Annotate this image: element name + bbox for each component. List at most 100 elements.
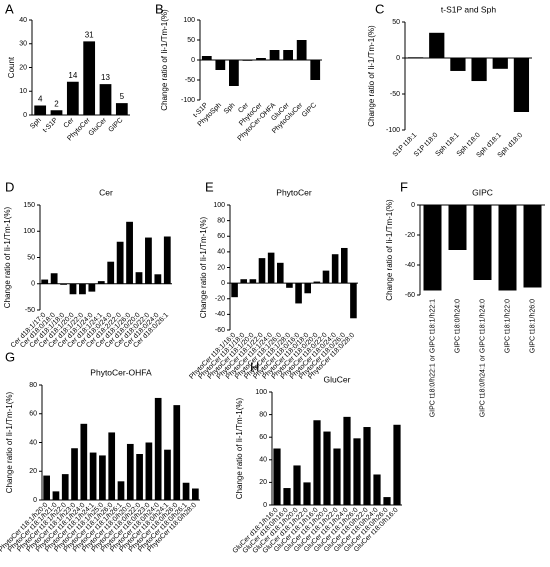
bar — [99, 84, 112, 115]
bar — [353, 438, 361, 505]
bar — [283, 488, 291, 505]
bar — [383, 497, 391, 505]
bar — [492, 58, 508, 69]
y-tick-label: -60 — [215, 327, 225, 334]
bar — [79, 283, 86, 295]
y-tick-label: 20 — [217, 264, 225, 271]
y-tick-label: -100 — [386, 127, 400, 134]
bar — [71, 448, 78, 500]
y-tick-label: 40 — [259, 457, 267, 464]
chart-title: PhytoCer — [276, 187, 312, 197]
bar — [97, 281, 105, 284]
y-tick-label: 10 — [19, 88, 27, 95]
bar — [116, 241, 124, 284]
y-tick-label: 150 — [23, 202, 35, 209]
y-tick-label: 0 — [396, 55, 400, 62]
bar — [373, 474, 381, 505]
x-tick-label: GIPC — [107, 117, 124, 134]
bar — [429, 32, 445, 58]
y-tick-label: 0 — [263, 502, 267, 509]
data-label: 31 — [85, 30, 94, 39]
x-tick-label: Cer — [63, 116, 76, 129]
x-tick-label: t-S1P — [42, 117, 60, 135]
y-tick-label: 50 — [27, 254, 35, 261]
bar — [249, 279, 257, 284]
bar — [471, 58, 487, 82]
bar — [267, 252, 275, 284]
bar — [69, 283, 77, 295]
y-tick-label: 100 — [213, 202, 225, 209]
bar — [313, 420, 321, 505]
bar — [43, 475, 50, 500]
bar — [135, 272, 143, 284]
bar — [363, 427, 371, 505]
panel-letter: B — [155, 1, 164, 16]
y-tick-label: 40 — [217, 249, 225, 256]
bar — [182, 482, 190, 500]
bar — [407, 57, 424, 58]
bar — [293, 465, 301, 505]
x-tick-label: GIPC t18:1/h26:0 — [529, 299, 536, 353]
bar — [283, 50, 293, 60]
bar — [154, 274, 162, 284]
bar — [89, 452, 97, 500]
bar — [154, 397, 162, 500]
y-axis-label: Change ratio of Ii-1/Tm-1(%) — [235, 397, 244, 499]
y-tick-label: -20 — [405, 232, 415, 239]
x-tick-label: Sph — [223, 102, 237, 116]
bar — [229, 60, 239, 86]
bar — [163, 236, 171, 284]
bar — [448, 205, 467, 250]
bar — [60, 283, 67, 285]
y-tick-label: 40 — [19, 17, 27, 24]
y-axis-label: Change ratio of Ii-1/Tm-1(%) — [3, 206, 12, 308]
bar — [41, 279, 49, 284]
bar — [258, 258, 266, 284]
y-tick-label: 30 — [19, 41, 27, 48]
y-tick-label: 80 — [259, 411, 267, 418]
x-tick-label: GIPC t18:0/h24:0 — [454, 299, 461, 353]
y-tick-label: 0 — [221, 280, 225, 287]
bar — [80, 423, 88, 500]
bar — [313, 281, 321, 284]
bar — [273, 448, 281, 505]
bar — [164, 449, 171, 500]
bar — [393, 424, 401, 505]
bar — [50, 110, 63, 115]
y-tick-label: 20 — [19, 64, 27, 71]
bar — [286, 283, 293, 288]
x-tick-label: GIPC — [301, 102, 318, 119]
bar — [322, 270, 330, 284]
bar — [83, 41, 96, 115]
bar — [50, 273, 58, 284]
panel-letter: C — [375, 1, 384, 16]
bar — [513, 58, 530, 112]
y-tick-label: -50 — [390, 91, 400, 98]
y-tick-label: -60 — [405, 292, 415, 299]
y-tick-label: 100 — [23, 228, 35, 235]
y-tick-label: -40 — [405, 262, 415, 269]
bar — [115, 103, 128, 115]
x-tick-label: GIPC t18:1/h22:0 — [504, 299, 511, 353]
data-label: 2 — [54, 99, 59, 108]
bar — [108, 432, 116, 500]
bar — [173, 405, 181, 500]
y-tick-label: 80 — [217, 217, 225, 224]
bar — [66, 81, 79, 115]
bar — [276, 262, 284, 284]
y-tick-label: 0 — [23, 112, 27, 119]
bar — [88, 283, 96, 292]
y-tick-label: 20 — [29, 468, 37, 475]
bar — [304, 283, 312, 294]
x-tick-label: Sph — [29, 117, 43, 131]
chart-title: PhytoCer-OHFA — [90, 367, 152, 377]
bar — [350, 283, 357, 319]
bar — [192, 488, 199, 500]
panel-letter: H — [250, 359, 259, 374]
chart-title: Cer — [99, 187, 113, 197]
x-tick-label: GIPC t18:0/h24:1 or GIPC t18:1/h24:0 — [479, 299, 486, 417]
y-tick-label: 60 — [259, 434, 267, 441]
bar — [256, 58, 266, 60]
chart-title: GluCer — [324, 374, 351, 384]
data-label: 14 — [68, 71, 77, 80]
